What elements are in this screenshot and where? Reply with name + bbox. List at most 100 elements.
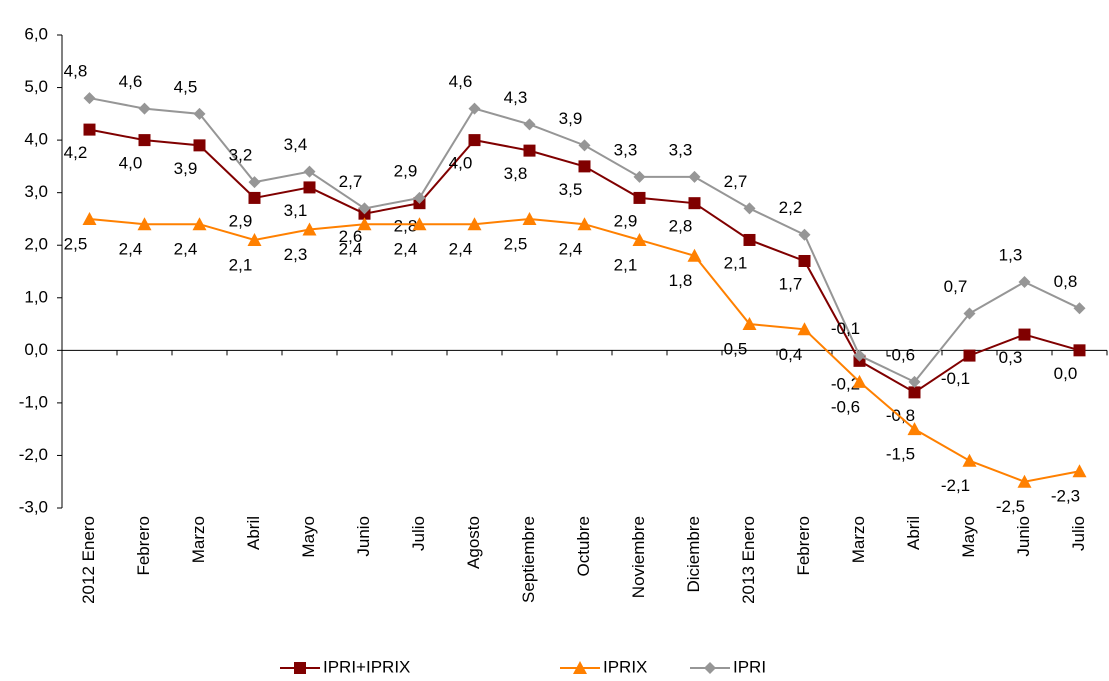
- data-label: 3,4: [284, 135, 308, 154]
- data-label: 3,3: [614, 140, 638, 159]
- data-point: [358, 202, 371, 215]
- data-point: [1017, 474, 1032, 488]
- data-point: [412, 217, 427, 231]
- legend-label: IPRI: [733, 657, 766, 676]
- data-label: -0,1: [941, 369, 970, 388]
- x-tick-label: Septiembre: [519, 516, 538, 603]
- data-label: 4,0: [449, 154, 473, 173]
- data-label: 0,7: [944, 277, 968, 296]
- y-tick-label: 3,0: [24, 182, 48, 201]
- data-point: [357, 217, 372, 231]
- data-label: -0,6: [886, 345, 915, 364]
- data-label: 3,9: [174, 159, 198, 178]
- data-point: [468, 102, 481, 115]
- data-label: 2,8: [669, 217, 693, 236]
- x-tick-label: Abril: [904, 516, 923, 550]
- data-point: [1073, 302, 1086, 315]
- y-tick-label: 1,0: [24, 287, 48, 306]
- data-label: 0,0: [1054, 364, 1078, 383]
- data-label: 2,1: [229, 255, 253, 274]
- data-label: 3,8: [504, 164, 528, 183]
- data-point: [83, 92, 96, 105]
- data-point: [797, 322, 812, 336]
- data-label: 2,9: [229, 211, 253, 230]
- data-point: [908, 375, 921, 388]
- data-point: [632, 232, 647, 246]
- data-point: [1018, 328, 1031, 341]
- data-label: 2,9: [394, 161, 418, 180]
- data-label: 0,4: [779, 345, 803, 364]
- y-tick-label: -3,0: [19, 497, 48, 516]
- data-point: [523, 144, 536, 157]
- data-point: [247, 232, 262, 246]
- data-point: [522, 211, 537, 225]
- data-label: -2,5: [996, 497, 1025, 516]
- data-label: 2,1: [724, 253, 748, 272]
- data-point: [963, 349, 976, 362]
- data-point: [193, 107, 206, 120]
- data-label: -1,5: [886, 445, 915, 464]
- data-label: 3,5: [559, 180, 583, 199]
- data-point: [963, 307, 976, 320]
- data-point: [687, 248, 702, 262]
- x-tick-label: Abril: [244, 516, 263, 550]
- y-tick-label: 5,0: [24, 77, 48, 96]
- x-tick-label: Diciembre: [684, 516, 703, 593]
- data-point: [83, 123, 96, 136]
- x-tick-label: Mayo: [959, 516, 978, 558]
- data-label: -2,3: [1051, 487, 1080, 506]
- data-label: 2,5: [64, 234, 88, 253]
- data-point: [798, 254, 811, 267]
- data-label: 1,3: [999, 245, 1023, 264]
- data-label: 2,6: [339, 227, 363, 246]
- data-point: [523, 118, 536, 131]
- data-point: [577, 217, 592, 231]
- legend-label: IPRI+IPRIX: [323, 657, 410, 676]
- data-label: 4,2: [64, 143, 88, 162]
- data-label: 2,4: [559, 240, 583, 259]
- data-label: -0,1: [831, 319, 860, 338]
- legend-marker: [704, 662, 716, 674]
- x-tick-label: 2013 Enero: [739, 516, 758, 604]
- data-point: [907, 422, 922, 436]
- data-label: 2,4: [449, 240, 473, 259]
- data-point: [578, 160, 591, 173]
- x-tick-label: Agosto: [464, 516, 483, 569]
- x-tick-label: Febrero: [794, 516, 813, 576]
- legend-marker: [573, 661, 587, 674]
- y-tick-label: 6,0: [24, 24, 48, 43]
- data-label: 4,6: [119, 72, 143, 91]
- x-tick-label: Marzo: [189, 516, 208, 563]
- data-label: 3,2: [229, 146, 253, 165]
- data-label: 4,3: [504, 88, 528, 107]
- data-label: 2,4: [174, 240, 198, 259]
- x-tick-label: Junio: [354, 516, 373, 557]
- data-label: 3,1: [284, 201, 308, 220]
- data-point: [137, 217, 152, 231]
- data-label: 0,3: [999, 348, 1023, 367]
- data-label: 2,4: [339, 240, 363, 259]
- data-point: [468, 134, 481, 147]
- data-label: 4,8: [64, 62, 88, 81]
- y-tick-label: -1,0: [19, 392, 48, 411]
- data-label: 0,8: [1054, 272, 1078, 291]
- data-point: [303, 165, 316, 178]
- data-label: -0,6: [831, 397, 860, 416]
- data-label: 0,5: [724, 340, 748, 359]
- y-tick-label: -2,0: [19, 445, 48, 464]
- x-tick-label: Noviembre: [629, 516, 648, 598]
- data-point: [742, 317, 757, 331]
- x-tick-label: Marzo: [849, 516, 868, 563]
- data-point: [138, 102, 151, 115]
- legend-label: IPRIX: [603, 657, 647, 676]
- data-point: [578, 139, 591, 152]
- data-point: [302, 222, 317, 236]
- data-point: [688, 197, 701, 210]
- data-point: [798, 228, 811, 241]
- data-point: [82, 211, 97, 225]
- data-label: 2,2: [779, 198, 803, 217]
- data-label: 2,5: [504, 234, 528, 253]
- data-label: 3,3: [669, 140, 693, 159]
- data-point: [138, 134, 151, 147]
